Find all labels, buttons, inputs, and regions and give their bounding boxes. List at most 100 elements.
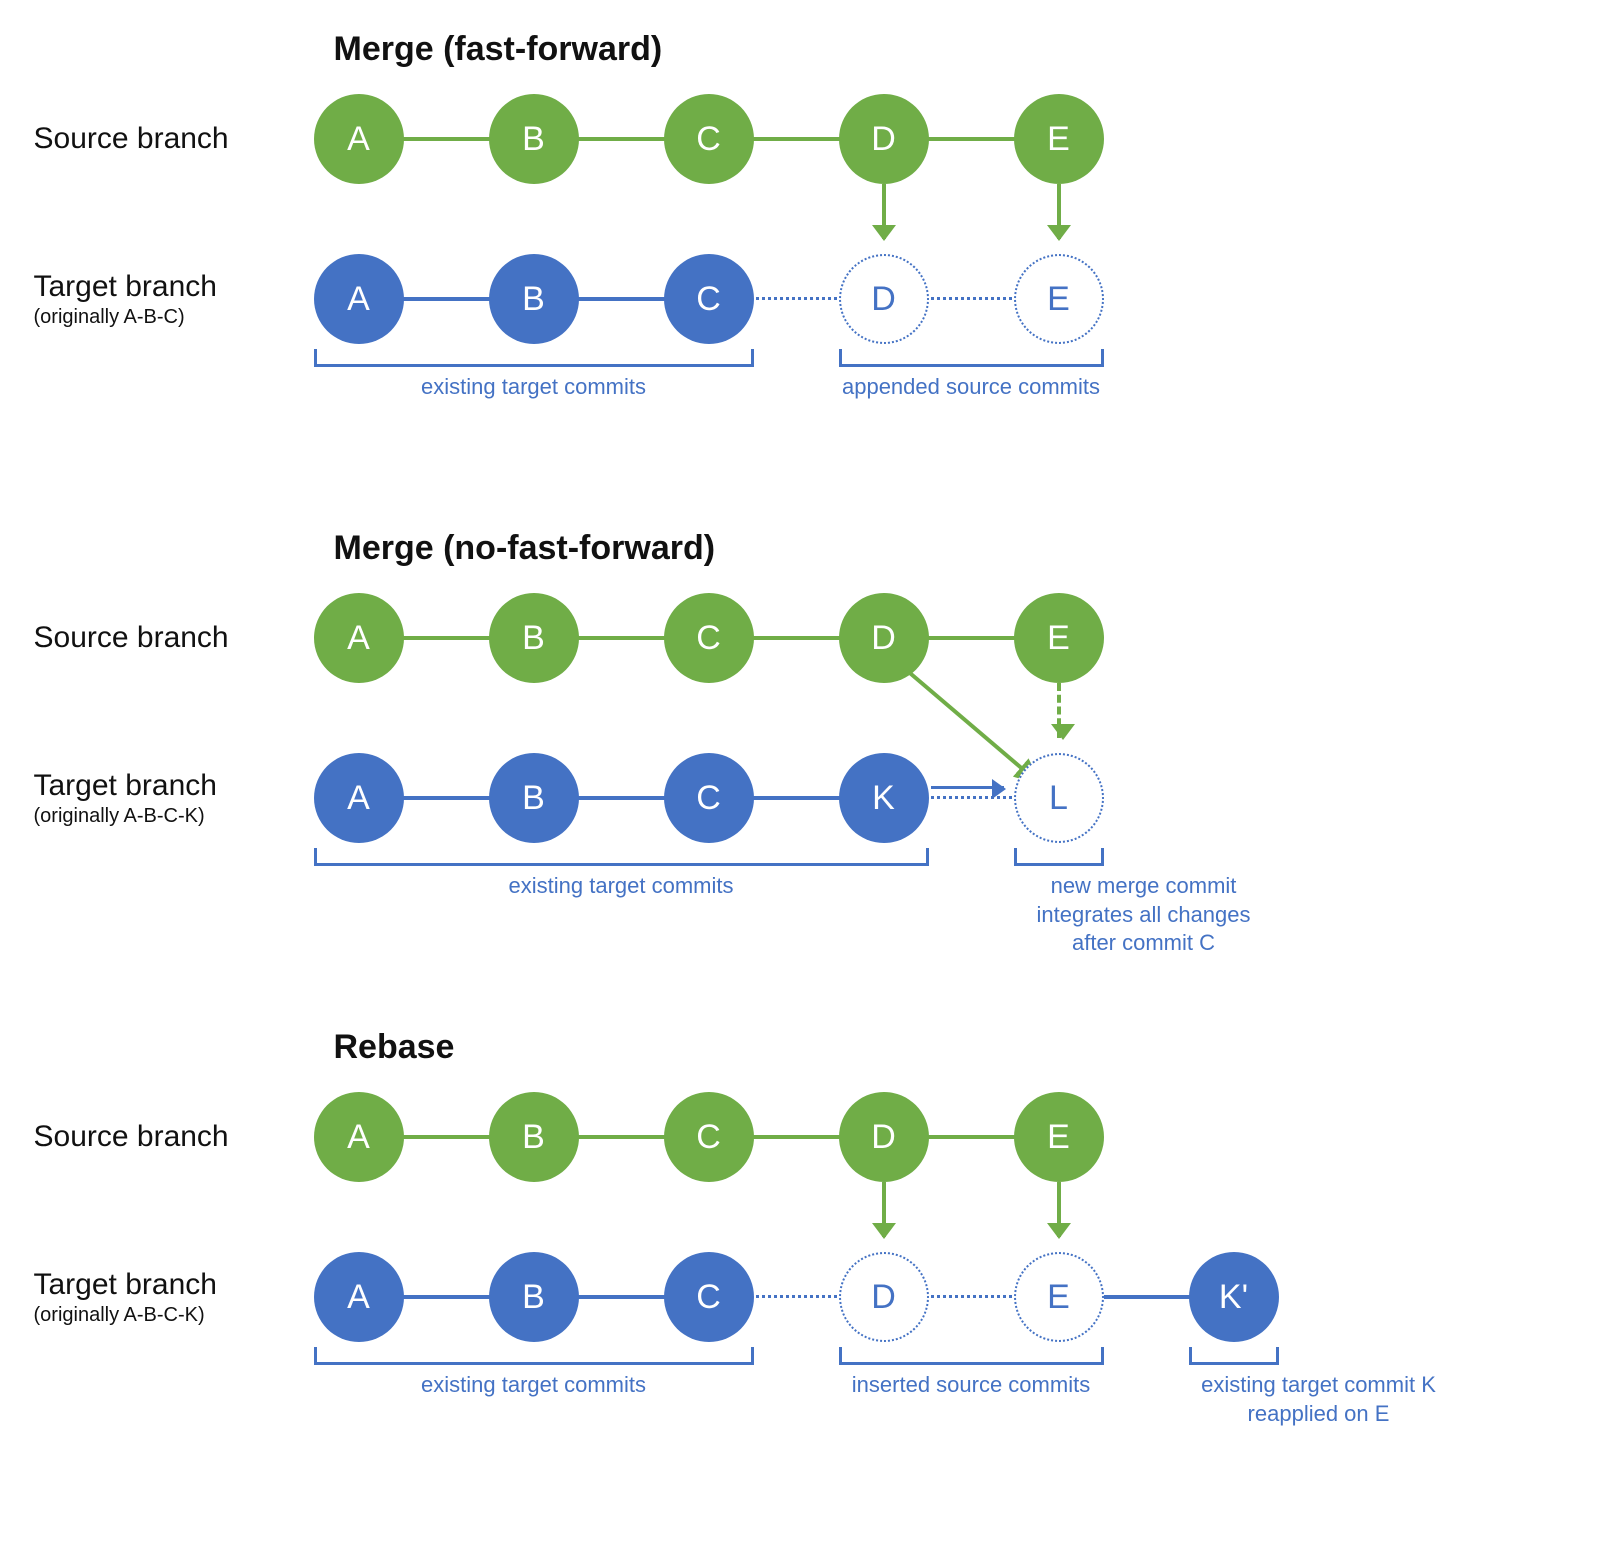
brace-area: existing target commits inserted source c… xyxy=(314,1347,1574,1437)
commit-link xyxy=(574,1135,669,1139)
brace xyxy=(1189,1347,1279,1365)
commit-node: D xyxy=(839,254,929,344)
brace-label: appended source commits xyxy=(839,373,1104,402)
target-branch-row: Target branch (originally A-B-C-K) ABCKL xyxy=(34,748,1574,848)
commit-link-dotted xyxy=(924,297,1019,300)
commit-link xyxy=(399,1135,494,1139)
source-chain: ABCDE xyxy=(314,1087,1574,1187)
commit-link xyxy=(574,297,669,301)
commit-node: E xyxy=(1014,1092,1104,1182)
commit-link xyxy=(924,1135,1019,1139)
merge-noff-section: Merge (no-fast-forward) Source branch AB… xyxy=(34,529,1574,938)
target-label-sub: (originally A-B-C) xyxy=(34,306,294,329)
section-title: Merge (no-fast-forward) xyxy=(334,529,1574,568)
commit-node: B xyxy=(489,1252,579,1342)
commit-node: C xyxy=(664,254,754,344)
target-label-main: Target branch xyxy=(34,769,217,802)
commit-node: K' xyxy=(1189,1252,1279,1342)
commit-link xyxy=(574,137,669,141)
commit-node: E xyxy=(1014,94,1104,184)
commit-node: B xyxy=(489,254,579,344)
brace-area: existing target commitsnew merge commit … xyxy=(314,848,1574,938)
commit-link-dotted xyxy=(749,297,844,300)
source-branch-label: Source branch xyxy=(34,621,314,655)
down-arrow-icon xyxy=(1057,1182,1061,1237)
target-label-sub: (originally A-B-C-K) xyxy=(34,805,294,828)
brace-label: existing target commits xyxy=(314,872,929,901)
brace xyxy=(839,349,1104,367)
commit-node: E xyxy=(1014,254,1104,344)
target-label-main: Target branch xyxy=(34,270,217,303)
commit-node: A xyxy=(314,94,404,184)
commit-node: B xyxy=(489,1092,579,1182)
source-branch-label: Source branch xyxy=(34,1120,314,1154)
commit-link xyxy=(399,137,494,141)
arrows-row xyxy=(34,1187,1574,1247)
section-title: Rebase xyxy=(334,1028,1574,1067)
brace xyxy=(314,1347,754,1365)
commit-node: A xyxy=(314,1252,404,1342)
brace xyxy=(1014,848,1104,866)
commit-node: A xyxy=(314,753,404,843)
down-arrow-icon xyxy=(1057,683,1061,738)
commit-node: D xyxy=(839,1252,929,1342)
commit-node: C xyxy=(664,94,754,184)
commit-node: A xyxy=(314,1092,404,1182)
brace xyxy=(314,848,929,866)
commit-node: C xyxy=(664,1092,754,1182)
brace xyxy=(839,1347,1104,1365)
target-branch-row: Target branch (originally A-B-C-K) ABCDE… xyxy=(34,1247,1574,1347)
right-arrow-icon xyxy=(931,786,1004,789)
commit-node: C xyxy=(664,1252,754,1342)
commit-link xyxy=(399,297,494,301)
commit-link xyxy=(574,796,669,800)
brace-label: new merge commit integrates all changes … xyxy=(1014,872,1274,958)
target-branch-label: Target branch (originally A-B-C-K) xyxy=(34,1268,314,1327)
commit-node: B xyxy=(489,753,579,843)
commit-node: D xyxy=(839,1092,929,1182)
down-arrow-icon xyxy=(882,1182,886,1237)
commit-node: E xyxy=(1014,1252,1104,1342)
commit-node: A xyxy=(314,254,404,344)
arrows-row xyxy=(34,688,1574,748)
brace-label: existing target commits xyxy=(314,1371,754,1400)
target-branch-label: Target branch (originally A-B-C) xyxy=(34,270,314,329)
commit-link xyxy=(749,1135,844,1139)
brace-label: inserted source commits xyxy=(839,1371,1104,1400)
commit-link xyxy=(749,137,844,141)
commit-link-dotted xyxy=(749,1295,844,1298)
brace-label: existing target commits xyxy=(314,373,754,402)
commit-node: C xyxy=(664,753,754,843)
target-chain: ABCDE K' xyxy=(314,1247,1574,1347)
commit-node: L xyxy=(1014,753,1104,843)
brace-label: existing target commit K reapplied on E xyxy=(1189,1371,1449,1428)
target-label-sub: (originally A-B-C-K) xyxy=(34,1304,294,1327)
commit-link xyxy=(749,796,844,800)
commit-link xyxy=(924,137,1019,141)
arrows-row xyxy=(34,189,1574,249)
source-branch-label: Source branch xyxy=(34,122,314,156)
source-branch-row: Source branch ABCDE xyxy=(34,89,1574,189)
source-chain: ABCDE xyxy=(314,89,1574,189)
down-arrow-icon xyxy=(882,184,886,239)
commit-link xyxy=(399,1295,494,1299)
target-branch-label: Target branch (originally A-B-C-K) xyxy=(34,769,314,828)
down-arrow-icon xyxy=(1057,184,1061,239)
commit-node: D xyxy=(839,94,929,184)
brace xyxy=(314,349,754,367)
commit-link xyxy=(1099,1295,1194,1299)
target-chain: ABCKL xyxy=(314,748,1574,848)
target-label-main: Target branch xyxy=(34,1268,217,1301)
source-branch-row: Source branch ABCDE xyxy=(34,1087,1574,1187)
brace-area: existing target commits appended source c… xyxy=(314,349,1574,439)
merge-ff-section: Merge (fast-forward) Source branch ABCDE… xyxy=(34,30,1574,439)
commit-link xyxy=(399,796,494,800)
target-chain: ABCDE xyxy=(314,249,1574,349)
commit-node: B xyxy=(489,94,579,184)
target-branch-row: Target branch (originally A-B-C) ABCDE xyxy=(34,249,1574,349)
commit-link xyxy=(574,1295,669,1299)
commit-node: K xyxy=(839,753,929,843)
section-title: Merge (fast-forward) xyxy=(334,30,1574,69)
rebase-section: Rebase Source branch ABCDE Target branch… xyxy=(34,1028,1574,1437)
commit-link-dotted xyxy=(924,1295,1019,1298)
